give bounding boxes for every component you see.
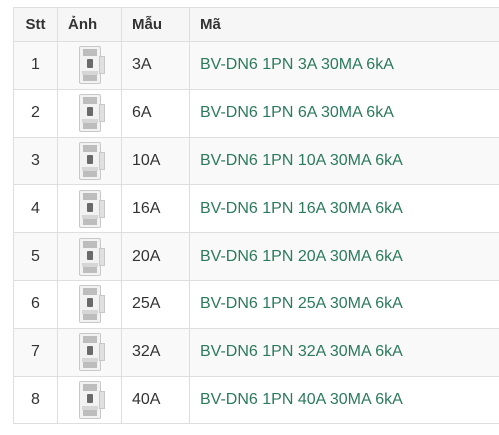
row-stt: 6 [13, 279, 58, 329]
row-model: 16A [121, 184, 190, 234]
row-code-link[interactable]: BV-DN6 1PN 25A 30MA 6kA [200, 295, 403, 313]
table-row: 7 32A BV-DN6 1PN 32A 30MA 6kA [13, 327, 499, 377]
table-body: 1 3A BV-DN6 1PN 3A 30MA 6kA 2 6A BV-DN6 … [13, 41, 499, 425]
row-image-cell [57, 41, 122, 90]
table-row: 2 6A BV-DN6 1PN 6A 30MA 6kA [13, 88, 499, 138]
row-image-cell [57, 375, 122, 425]
row-code-link[interactable]: BV-DN6 1PN 16A 30MA 6kA [200, 199, 403, 217]
header-row: Stt Ảnh Mẫu Mã [13, 7, 499, 42]
row-model: 10A [121, 136, 190, 186]
header-model: Mẫu [121, 7, 190, 42]
row-code-cell: BV-DN6 1PN 32A 30MA 6kA [189, 327, 499, 377]
row-model: 6A [121, 88, 190, 138]
row-stt: 5 [13, 232, 58, 281]
breaker-thumbnail-icon[interactable] [78, 237, 105, 276]
row-image-cell [57, 327, 122, 377]
table-row: 5 20A BV-DN6 1PN 20A 30MA 6kA [13, 232, 499, 281]
row-model: 20A [121, 232, 190, 281]
table-row: 6 25A BV-DN6 1PN 25A 30MA 6kA [13, 279, 499, 329]
row-image-cell [57, 279, 122, 329]
table-row: 1 3A BV-DN6 1PN 3A 30MA 6kA [13, 41, 499, 90]
breaker-thumbnail-icon[interactable] [78, 141, 105, 180]
row-stt: 8 [13, 375, 58, 425]
row-code-cell: BV-DN6 1PN 20A 30MA 6kA [189, 232, 499, 281]
row-image-cell [57, 232, 122, 281]
table-header: Stt Ảnh Mẫu Mã [13, 7, 499, 42]
header-stt: Stt [13, 7, 58, 42]
header-code: Mã [189, 7, 499, 42]
table-row: 8 40A BV-DN6 1PN 40A 30MA 6kA [13, 375, 499, 425]
row-image-cell [57, 88, 122, 138]
row-model: 40A [121, 375, 190, 425]
row-model: 3A [121, 41, 190, 90]
row-code-cell: BV-DN6 1PN 6A 30MA 6kA [189, 88, 499, 138]
product-table: Stt Ảnh Mẫu Mã 1 3A BV-DN6 1PN 3A 30MA 6… [13, 7, 499, 425]
breaker-thumbnail-icon[interactable] [78, 189, 105, 228]
row-code-link[interactable]: BV-DN6 1PN 6A 30MA 6kA [200, 104, 394, 122]
row-code-link[interactable]: BV-DN6 1PN 32A 30MA 6kA [200, 343, 403, 361]
row-image-cell [57, 184, 122, 234]
row-code-cell: BV-DN6 1PN 10A 30MA 6kA [189, 136, 499, 186]
row-stt: 7 [13, 327, 58, 377]
table-row: 4 16A BV-DN6 1PN 16A 30MA 6kA [13, 184, 499, 234]
breaker-thumbnail-icon[interactable] [78, 94, 105, 133]
row-code-link[interactable]: BV-DN6 1PN 40A 30MA 6kA [200, 390, 403, 408]
row-stt: 1 [13, 41, 58, 90]
row-model: 32A [121, 327, 190, 377]
row-code-cell: BV-DN6 1PN 40A 30MA 6kA [189, 375, 499, 425]
table-row: 3 10A BV-DN6 1PN 10A 30MA 6kA [13, 136, 499, 186]
breaker-thumbnail-icon[interactable] [78, 333, 105, 372]
product-table-container: Stt Ảnh Mẫu Mã 1 3A BV-DN6 1PN 3A 30MA 6… [13, 7, 499, 425]
row-code-link[interactable]: BV-DN6 1PN 3A 30MA 6kA [200, 56, 394, 74]
breaker-thumbnail-icon[interactable] [78, 285, 105, 324]
row-model: 25A [121, 279, 190, 329]
row-stt: 2 [13, 88, 58, 138]
row-stt: 4 [13, 184, 58, 234]
row-code-link[interactable]: BV-DN6 1PN 10A 30MA 6kA [200, 151, 403, 169]
row-code-cell: BV-DN6 1PN 25A 30MA 6kA [189, 279, 499, 329]
row-code-cell: BV-DN6 1PN 16A 30MA 6kA [189, 184, 499, 234]
header-image: Ảnh [57, 7, 122, 42]
row-code-link[interactable]: BV-DN6 1PN 20A 30MA 6kA [200, 247, 403, 265]
breaker-thumbnail-icon[interactable] [78, 46, 105, 85]
breaker-thumbnail-icon[interactable] [78, 380, 105, 419]
row-image-cell [57, 136, 122, 186]
row-code-cell: BV-DN6 1PN 3A 30MA 6kA [189, 41, 499, 90]
row-stt: 3 [13, 136, 58, 186]
